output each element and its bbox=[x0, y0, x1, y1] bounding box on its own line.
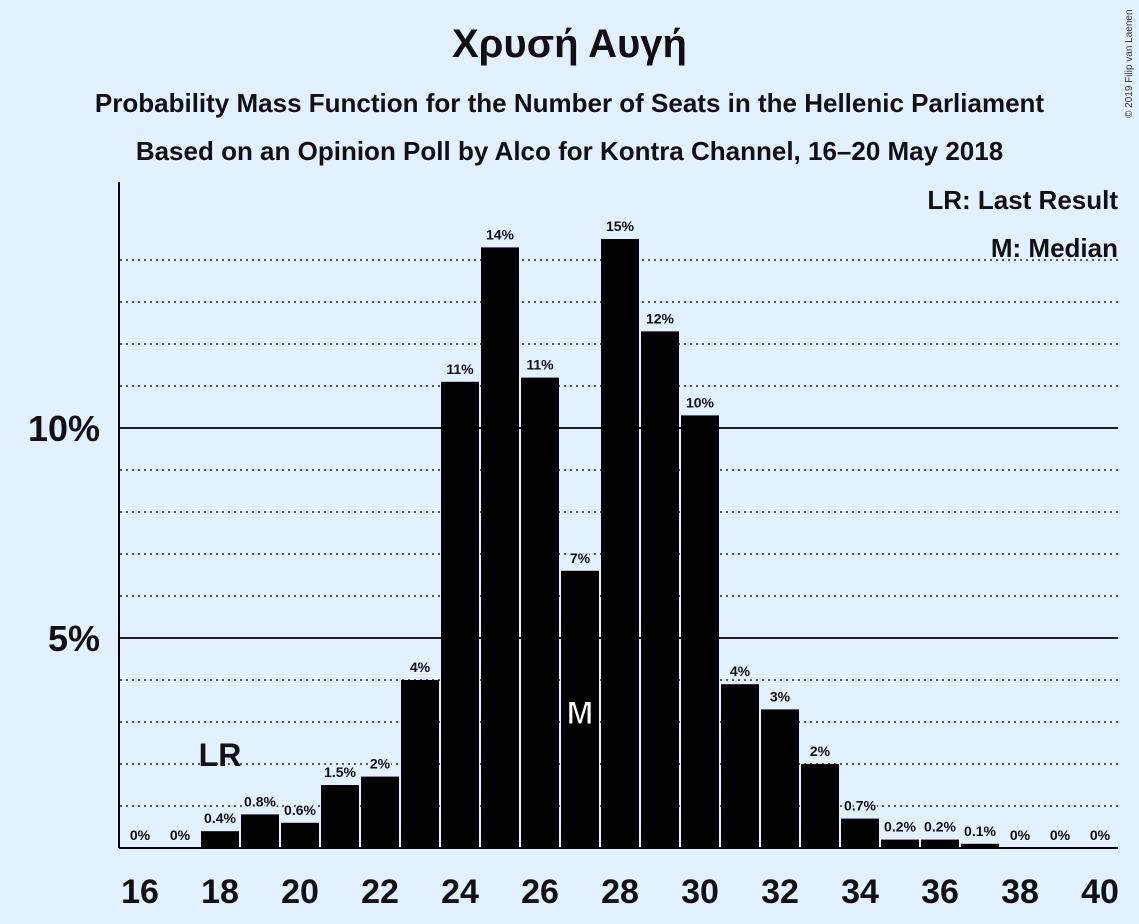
data-label-seat-39: 0% bbox=[1050, 827, 1071, 843]
data-labels-group: 0% 0% 0.4% 0.8% 0.6% 1.5% 2% 4% 11% 14% 11% 7% 15% 12… bbox=[128, 217, 1112, 845]
data-label-seat-35: 0.2% bbox=[884, 819, 916, 835]
data-label-seat-30: 10% bbox=[686, 394, 715, 410]
chart-subtitle: Probability Mass Function for the Number… bbox=[94, 88, 1045, 118]
chart-title: Χρυσή Αυγή bbox=[452, 22, 687, 66]
last-result-marker: LR bbox=[199, 737, 242, 773]
bar-seat-21 bbox=[321, 785, 359, 848]
data-label-seat-28: 15% bbox=[606, 218, 635, 234]
data-label-seat-34: 0.7% bbox=[844, 798, 876, 814]
x-tick-label: 24 bbox=[441, 873, 479, 911]
data-label-seat-37: 0.1% bbox=[964, 823, 996, 839]
bar-seat-24 bbox=[441, 381, 479, 848]
bar-seat-22 bbox=[361, 776, 399, 848]
data-label-seat-32: 3% bbox=[770, 688, 791, 704]
bars-group bbox=[201, 239, 999, 848]
data-label-seat-33: 2% bbox=[810, 743, 831, 759]
bar-seat-37 bbox=[961, 843, 999, 848]
legend-median: M: Median bbox=[991, 233, 1118, 263]
data-label-seat-31: 4% bbox=[730, 663, 751, 679]
data-label-seat-22: 2% bbox=[370, 756, 391, 772]
x-tick-label: 22 bbox=[361, 873, 399, 911]
data-label-seat-23: 4% bbox=[410, 659, 431, 675]
median-marker: M bbox=[567, 695, 594, 731]
data-label-seat-38: 0% bbox=[1010, 827, 1031, 843]
axes-group: 5% 10% 16 18 20 22 24 26 28 30 32 34 36 38 40 bbox=[28, 182, 1119, 911]
bar-seat-31 bbox=[721, 684, 759, 848]
data-label-seat-25: 14% bbox=[486, 226, 515, 242]
bar-seat-27 bbox=[561, 570, 599, 848]
x-tick-label: 26 bbox=[521, 873, 559, 911]
x-tick-label: 16 bbox=[121, 873, 159, 911]
x-tick-label: 40 bbox=[1081, 873, 1119, 911]
x-tick-label: 32 bbox=[761, 873, 799, 911]
bar-seat-35 bbox=[881, 839, 919, 848]
bar-seat-26 bbox=[521, 377, 559, 848]
data-label-seat-36: 0.2% bbox=[924, 819, 956, 835]
x-tick-label: 30 bbox=[681, 873, 719, 911]
y-tick-label: 5% bbox=[48, 618, 100, 659]
data-label-seat-16: 0% bbox=[130, 827, 151, 843]
bar-seat-25 bbox=[481, 247, 519, 848]
bar-seat-20 bbox=[281, 822, 319, 848]
x-tick-label: 34 bbox=[841, 873, 879, 911]
data-label-seat-27: 7% bbox=[570, 550, 591, 566]
data-label-seat-17: 0% bbox=[170, 827, 191, 843]
x-tick-label: 38 bbox=[1001, 873, 1039, 911]
bar-seat-33 bbox=[801, 764, 839, 848]
bar-seat-28 bbox=[601, 239, 639, 848]
x-tick-label: 28 bbox=[601, 873, 639, 911]
data-label-seat-40: 0% bbox=[1090, 827, 1111, 843]
bar-seat-29 bbox=[641, 331, 679, 848]
bar-seat-36 bbox=[921, 839, 959, 848]
chart-subtitle-source: Based on an Opinion Poll by Alco for Kon… bbox=[135, 136, 1004, 166]
x-tick-label: 36 bbox=[921, 873, 959, 911]
x-tick-label: 20 bbox=[281, 873, 319, 911]
data-label-seat-26: 11% bbox=[526, 357, 554, 373]
bar-seat-19 bbox=[241, 814, 279, 848]
bar-seat-18 bbox=[201, 831, 239, 848]
data-label-seat-24: 11% bbox=[446, 361, 474, 377]
x-tick-label: 18 bbox=[201, 873, 239, 911]
bar-seat-23 bbox=[401, 680, 439, 848]
bar-seat-32 bbox=[761, 709, 799, 848]
data-label-seat-20: 0.6% bbox=[284, 802, 316, 818]
bar-seat-34 bbox=[841, 818, 879, 848]
data-label-seat-18: 0.4% bbox=[204, 810, 236, 826]
legend: LR: Last Result M: Median bbox=[927, 185, 1118, 263]
legend-last-result: LR: Last Result bbox=[927, 185, 1118, 215]
data-label-seat-19: 0.8% bbox=[244, 793, 276, 809]
y-tick-label: 10% bbox=[28, 408, 100, 449]
data-label-seat-29: 12% bbox=[646, 310, 675, 326]
data-label-seat-21: 1.5% bbox=[324, 764, 356, 780]
bar-seat-30 bbox=[681, 415, 719, 848]
